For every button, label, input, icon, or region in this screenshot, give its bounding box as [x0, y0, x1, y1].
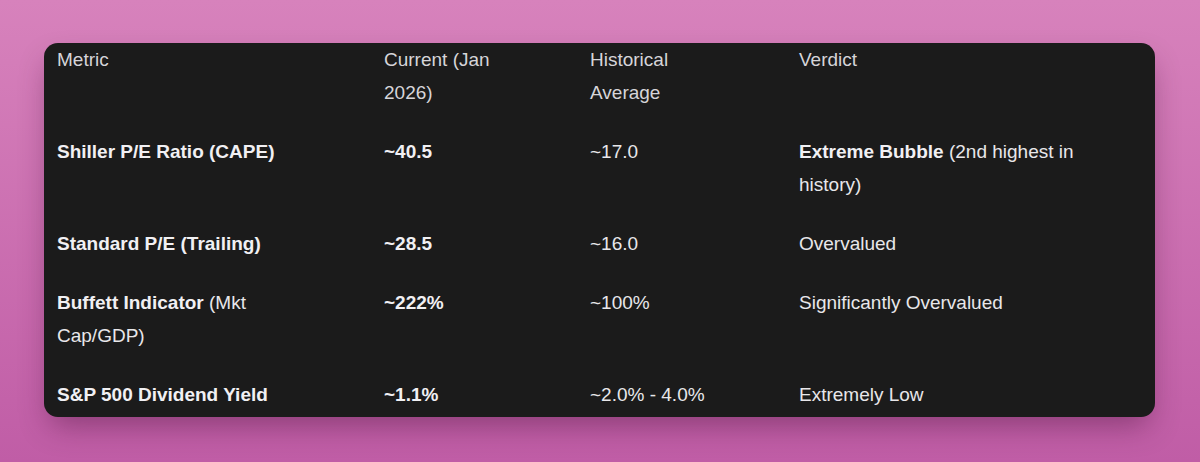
- table-header-row: Metric Current (Jan 2026) Historical Ave…: [57, 43, 1142, 135]
- column-header-verdict: Verdict: [799, 43, 1142, 135]
- current-value: ~40.5: [384, 141, 432, 162]
- column-header-current: Current (Jan 2026): [384, 43, 590, 135]
- metric-cell: Buffett Indicator (Mkt Cap/GDP): [57, 286, 384, 378]
- table-row: Standard P/E (Trailing) ~28.5 ~16.0 Over…: [57, 227, 1142, 286]
- valuation-metrics-card: Metric Current (Jan 2026) Historical Ave…: [44, 43, 1155, 417]
- table-row: Buffett Indicator (Mkt Cap/GDP) ~222% ~1…: [57, 286, 1142, 378]
- current-cell: ~40.5: [384, 135, 590, 227]
- historical-cell: ~17.0: [590, 135, 799, 227]
- valuation-metrics-table: Metric Current (Jan 2026) Historical Ave…: [57, 43, 1142, 417]
- historical-value: ~17.0: [590, 141, 638, 162]
- current-cell: ~222%: [384, 286, 590, 378]
- verdict-cell: Overvalued: [799, 227, 1142, 286]
- column-header-label: Historical Average: [590, 49, 668, 103]
- metric-name: S&P 500 Dividend Yield: [57, 384, 268, 405]
- column-header-label: Verdict: [799, 49, 857, 70]
- column-header-label: Metric: [57, 49, 109, 70]
- historical-value: ~16.0: [590, 233, 638, 254]
- verdict-detail: Overvalued: [799, 233, 896, 254]
- verdict-cell: Significantly Overvalued: [799, 286, 1142, 378]
- metric-cell: Shiller P/E Ratio (CAPE): [57, 135, 384, 227]
- historical-value: ~100%: [590, 292, 650, 313]
- column-header-label: Current (Jan 2026): [384, 49, 490, 103]
- current-value: ~1.1%: [384, 384, 438, 405]
- historical-value: ~2.0% - 4.0%: [590, 384, 705, 405]
- historical-cell: ~2.0% - 4.0%: [590, 378, 799, 417]
- historical-cell: ~100%: [590, 286, 799, 378]
- current-cell: ~28.5: [384, 227, 590, 286]
- verdict-detail: Extremely Low: [799, 384, 924, 405]
- metric-name: Buffett Indicator: [57, 292, 204, 313]
- current-cell: ~1.1%: [384, 378, 590, 417]
- current-value: ~28.5: [384, 233, 432, 254]
- verdict-detail: Significantly Overvalued: [799, 292, 1003, 313]
- table-row: Shiller P/E Ratio (CAPE) ~40.5 ~17.0 Ext…: [57, 135, 1142, 227]
- verdict-cell: Extremely Low: [799, 378, 1142, 417]
- historical-cell: ~16.0: [590, 227, 799, 286]
- metric-name: Standard P/E (Trailing): [57, 233, 261, 254]
- page-background: Metric Current (Jan 2026) Historical Ave…: [0, 0, 1200, 462]
- metric-name: Shiller P/E Ratio (CAPE): [57, 141, 274, 162]
- table-row: S&P 500 Dividend Yield ~1.1% ~2.0% - 4.0…: [57, 378, 1142, 417]
- column-header-historical: Historical Average: [590, 43, 799, 135]
- verdict-emphasis: Extreme Bubble: [799, 141, 944, 162]
- metric-cell: S&P 500 Dividend Yield: [57, 378, 384, 417]
- current-value: ~222%: [384, 292, 444, 313]
- metric-cell: Standard P/E (Trailing): [57, 227, 384, 286]
- verdict-cell: Extreme Bubble (2nd highest in history): [799, 135, 1142, 227]
- column-header-metric: Metric: [57, 43, 384, 135]
